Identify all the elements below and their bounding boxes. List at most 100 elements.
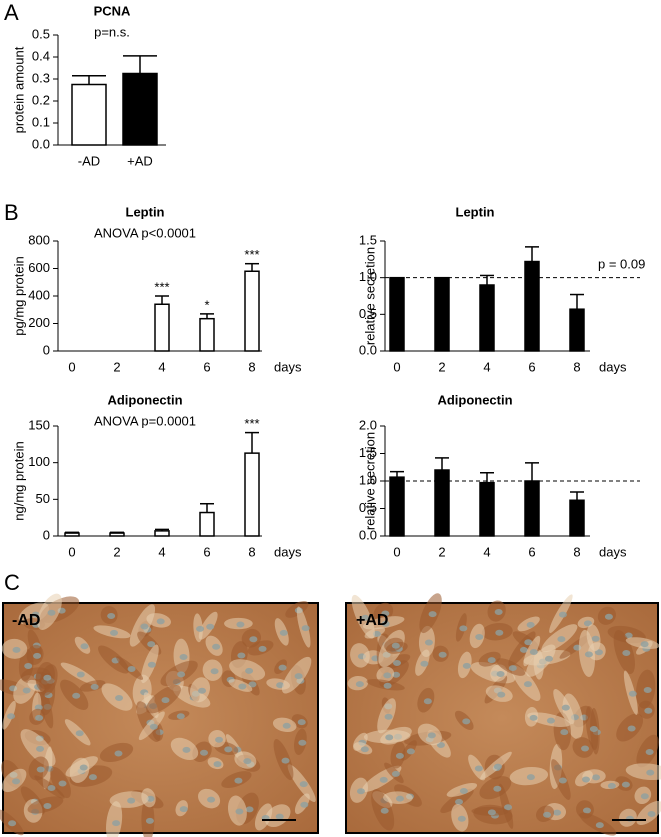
nucleus — [90, 683, 99, 690]
error-bar — [200, 502, 214, 513]
nucleus — [146, 795, 155, 802]
y-tick-label: 600 — [28, 260, 50, 275]
nucleus — [496, 671, 505, 678]
y-tick-label: 0.1 — [32, 114, 50, 129]
y-tick-label: 1.0 — [359, 472, 377, 487]
nucleus — [8, 820, 17, 827]
nucleus — [179, 806, 188, 813]
nucleus — [561, 704, 570, 711]
nucleus — [24, 662, 33, 669]
nucleus — [88, 774, 97, 781]
nucleus — [622, 650, 631, 657]
nucleus — [584, 651, 593, 658]
bar — [154, 530, 170, 537]
nucleus — [182, 746, 191, 753]
nucleus — [646, 769, 655, 776]
error-bar — [525, 246, 539, 262]
y-axis-label: protein amount — [11, 46, 26, 133]
nucleus — [58, 780, 67, 787]
y-tick-label: 100 — [28, 454, 50, 469]
nucleus — [438, 651, 447, 658]
nucleus — [196, 625, 205, 632]
x-tick-label: 6 — [203, 544, 210, 559]
nucleus — [495, 629, 504, 636]
y-tick-label: 2.0 — [359, 417, 377, 432]
nucleus — [145, 817, 154, 824]
nucleus — [494, 609, 503, 616]
x-tick-label: 4 — [158, 359, 165, 374]
nucleus — [278, 664, 287, 671]
nucleus — [361, 614, 370, 621]
nucleus — [360, 746, 369, 753]
nucleus — [423, 698, 432, 705]
nucleus — [72, 692, 81, 699]
nucleus — [281, 757, 290, 764]
nucleus — [645, 749, 654, 756]
error-bar — [435, 457, 449, 470]
nucleus — [248, 681, 257, 688]
nucleus — [79, 764, 88, 771]
nucleus — [391, 770, 400, 777]
nucleus — [628, 690, 637, 697]
nucleus — [583, 620, 592, 627]
nucleus — [127, 797, 136, 804]
nucleus — [356, 788, 365, 795]
micrograph: +AD — [345, 593, 661, 836]
nucleus — [258, 645, 267, 652]
nucleus — [207, 796, 216, 803]
bar — [154, 303, 170, 352]
nucleus — [487, 809, 496, 816]
bar — [479, 481, 495, 537]
bar — [199, 317, 215, 352]
x-tick-label: 2 — [113, 359, 120, 374]
nucleus — [47, 785, 56, 792]
nucleus — [384, 713, 393, 720]
nucleus — [474, 765, 483, 772]
annotation: p = 0.09 — [598, 256, 645, 271]
nucleus — [493, 785, 502, 792]
nucleus — [243, 758, 252, 765]
x-tick-label: 6 — [528, 544, 535, 559]
y-tick-label: 0.3 — [32, 70, 50, 85]
bar — [389, 276, 405, 352]
nucleus — [455, 798, 464, 805]
error-bar — [570, 491, 584, 501]
nucleus — [179, 653, 188, 660]
nucleus — [627, 725, 636, 732]
y-tick-label: 0.5 — [359, 306, 377, 321]
x-tick-label: 0 — [393, 544, 400, 559]
nucleus — [581, 776, 590, 783]
nucleus — [526, 621, 535, 628]
nucleus — [215, 736, 224, 743]
nucleus — [31, 611, 40, 618]
nucleus — [523, 681, 532, 688]
y-axis-label: pg/mg protein — [11, 256, 26, 336]
x-tick-label: 8 — [573, 544, 580, 559]
nucleus — [385, 734, 394, 741]
nucleus — [234, 777, 243, 784]
nucleus — [493, 763, 502, 770]
error-bar — [390, 470, 404, 478]
nucleus — [462, 718, 471, 725]
nucleus — [299, 781, 308, 788]
nucleus — [198, 687, 207, 694]
nucleus — [7, 713, 16, 720]
x-tick-label: 4 — [483, 359, 490, 374]
bar — [244, 270, 260, 352]
y-axis-label: relative secretion — [362, 432, 377, 530]
nucleus — [297, 719, 306, 726]
nucleus — [200, 749, 209, 756]
y-tick-label: 1.5 — [359, 445, 377, 460]
x-tick-label: 6 — [528, 359, 535, 374]
nucleus — [35, 714, 44, 721]
nucleus — [177, 671, 186, 678]
nucleus — [147, 641, 156, 648]
nucleus — [621, 781, 630, 788]
nucleus — [383, 672, 392, 679]
y-tick-label: 0.0 — [359, 527, 377, 542]
nucleus — [558, 777, 567, 784]
nucleus — [640, 793, 649, 800]
value-label: * — [204, 297, 209, 312]
bar — [434, 469, 450, 537]
nucleus — [206, 623, 215, 630]
